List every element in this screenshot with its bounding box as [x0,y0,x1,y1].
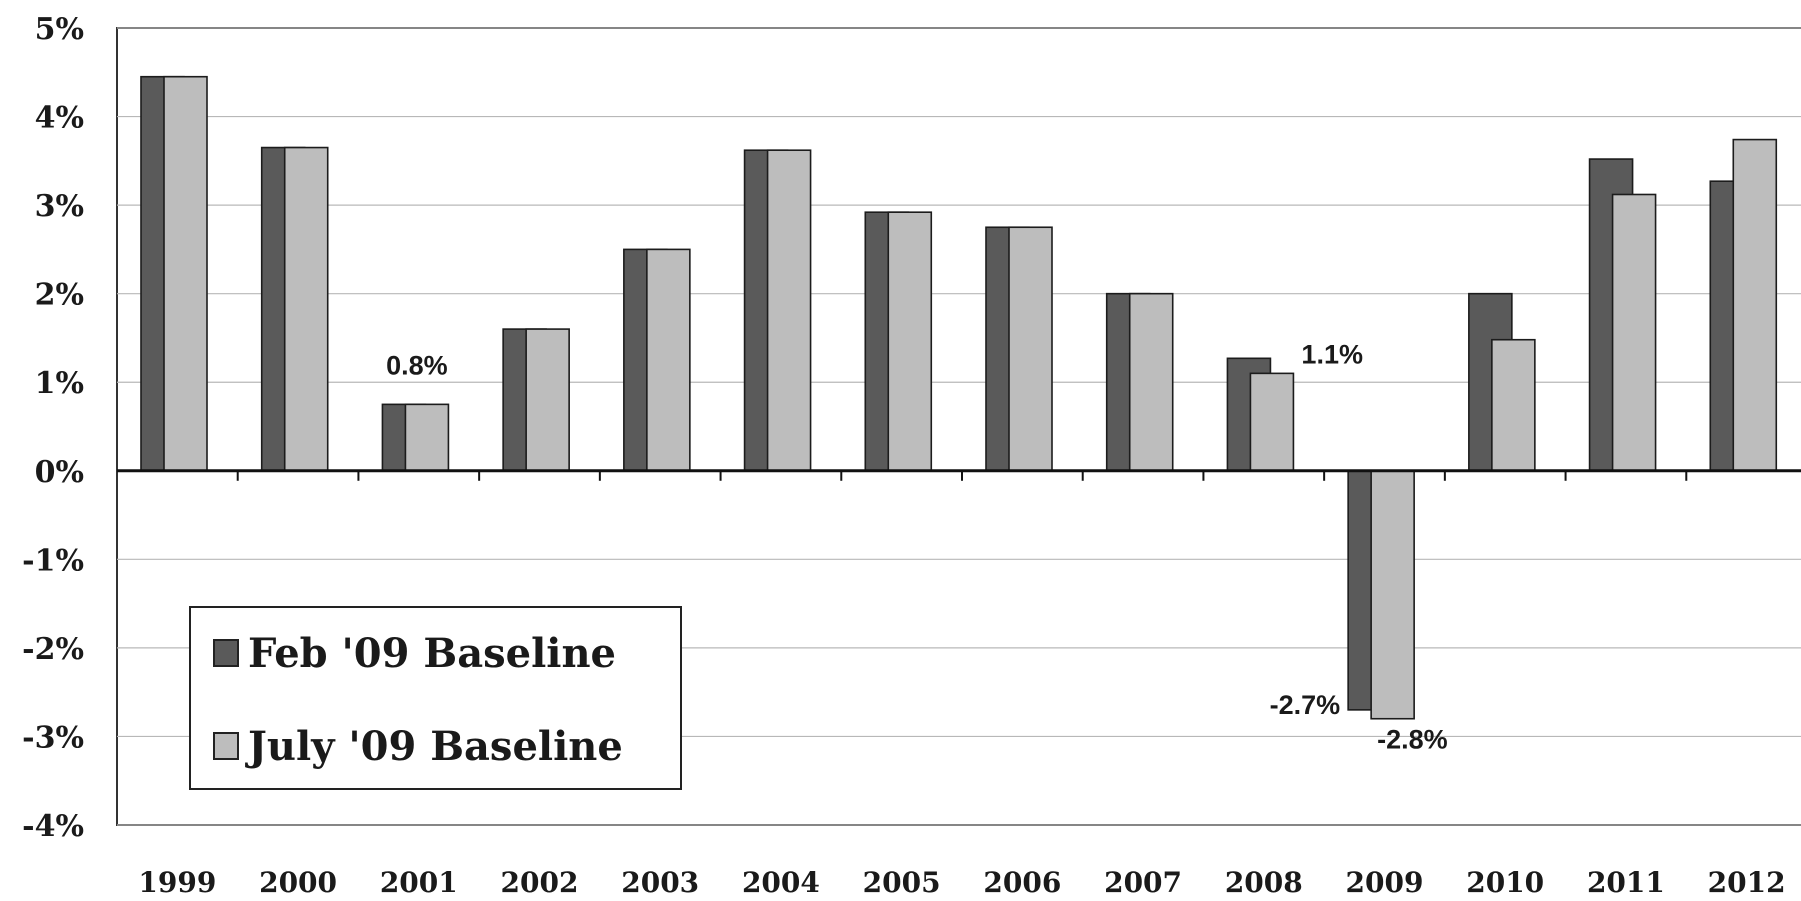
legend-swatch-july [213,732,239,760]
x-tick-label: 1999 [138,866,216,899]
bar-july-baseline [1611,193,1657,472]
data-label: 0.8% [386,350,448,380]
x-tick-label: 2006 [983,866,1061,899]
data-label: 1.1% [1301,339,1363,369]
x-tick-label: 2004 [742,866,820,899]
y-tick-label: -2% [22,632,84,667]
x-axis-ticks: 1999 2000 2001 2002 2003 2004 2005 2006 2007 2008… [138,866,1785,899]
legend: Feb '09 Baseline July '09 Baseline [189,606,682,790]
bar-july-baseline [1732,138,1778,472]
x-tick-label: 2002 [501,866,579,899]
bar-july-baseline [646,248,691,472]
x-tick-marks [236,470,1688,481]
bar-july-baseline [887,211,933,472]
bar-july-baseline [283,146,329,472]
legend-swatch-feb [213,639,239,667]
bar-july-baseline [404,403,450,472]
x-tick-label: 2000 [259,866,337,899]
x-tick-label: 2003 [621,866,699,899]
legend-label-july: July '09 Baseline [245,723,623,770]
bar-july-baseline [1008,226,1053,472]
bar-july-baseline [1491,338,1536,472]
bars [140,75,1778,720]
bar-july-baseline [1370,469,1415,720]
y-tick-label: 1% [35,366,84,401]
x-tick-label: 2007 [1104,866,1182,899]
x-tick-label: 2011 [1587,866,1665,899]
bar-july-baseline [766,149,812,472]
legend-label-feb: Feb '09 Baseline [248,630,616,677]
bar-july-baseline [163,75,208,472]
legend-box [189,606,682,790]
y-tick-label: -1% [22,543,84,578]
x-tick-label: 2001 [380,866,458,899]
y-tick-label: 5% [35,12,84,47]
bar-july-baseline [525,328,570,472]
y-tick-label: -3% [22,720,84,755]
y-tick-label: 2% [35,278,84,313]
x-tick-label: 2008 [1225,866,1303,899]
y-tick-label: -4% [22,809,84,844]
x-tick-label: 2005 [863,866,941,899]
data-label: -2.7% [1270,690,1341,720]
bar-july-baseline [1249,372,1295,472]
y-tick-label: 3% [35,189,84,224]
y-axis-ticks: 5% 4% 3% 2% 1% 0% -1% -2% -3% -4% [22,12,84,844]
y-tick-label: 4% [35,101,84,136]
bar-july-baseline [1128,292,1174,472]
y-tick-label: 0% [35,455,84,490]
x-tick-label: 2012 [1708,866,1786,899]
x-tick-label: 2009 [1346,866,1424,899]
data-label: -2.8% [1377,725,1448,755]
data-labels: 0.8% 1.1% -2.7% -2.8% [386,339,1448,754]
x-tick-label: 2010 [1466,866,1544,899]
